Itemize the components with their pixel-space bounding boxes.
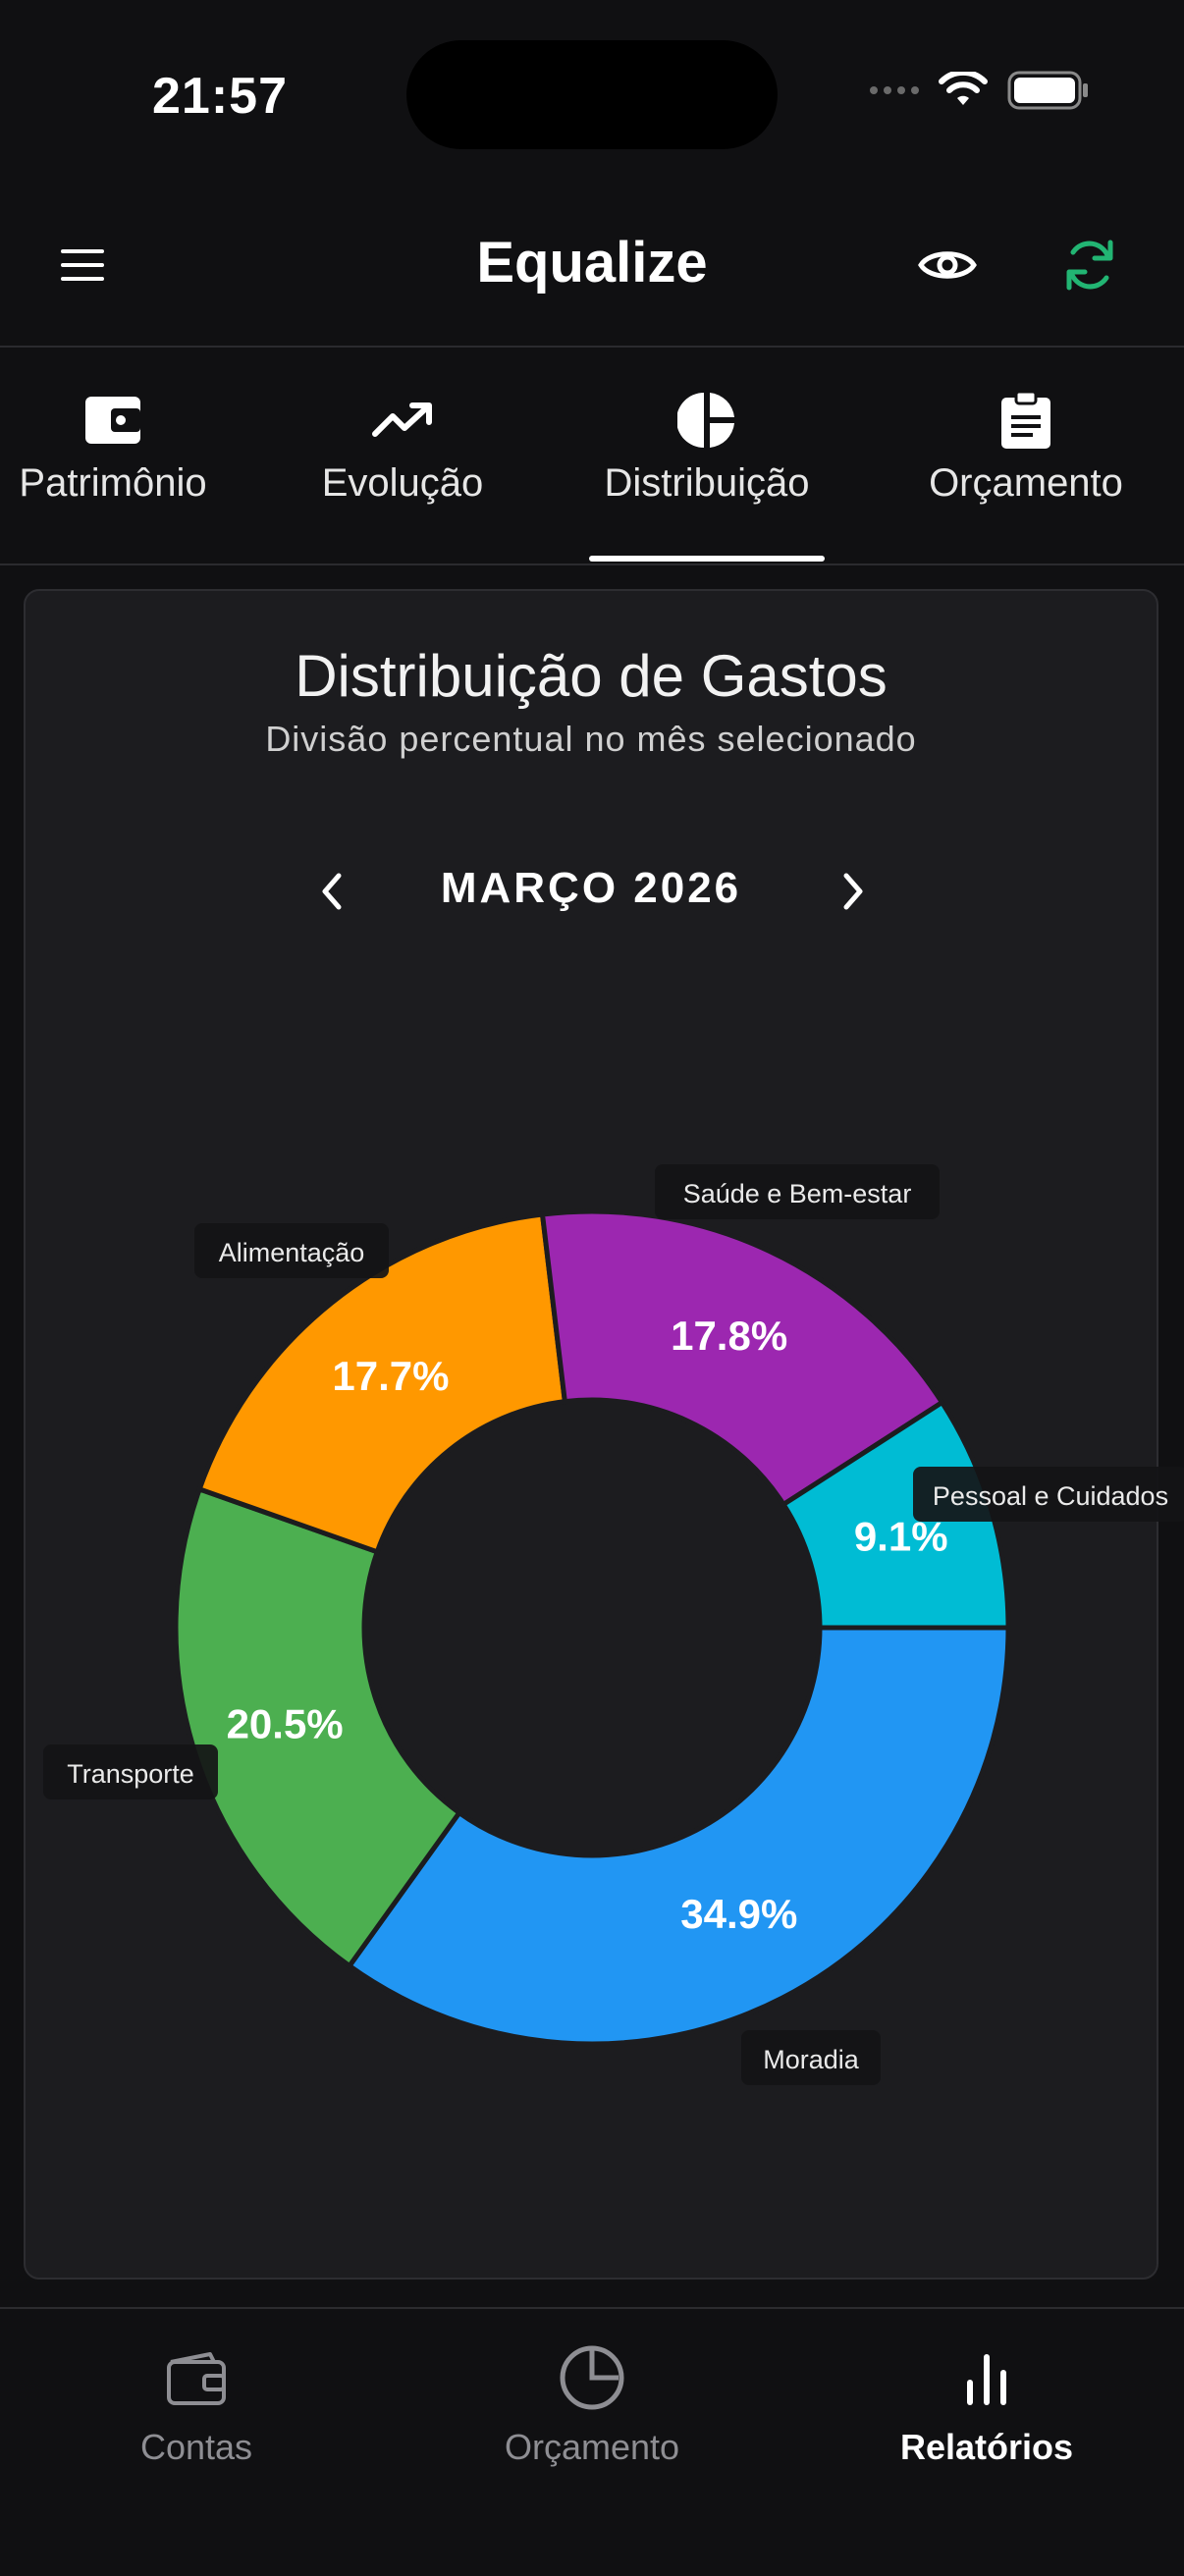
bottom-navigation: Contas Orçamento Relatórios <box>0 2307 1184 2576</box>
tab-label: Orçamento <box>929 461 1123 505</box>
next-month-button[interactable] <box>824 862 883 921</box>
tab-evolucao[interactable]: Evolução <box>295 387 511 554</box>
month-selector: MARÇO 2026 <box>26 856 1157 925</box>
tab-label: Evolução <box>321 461 484 505</box>
menu-icon <box>61 249 104 281</box>
month-label: MARÇO 2026 <box>440 864 742 912</box>
chevron-right-icon <box>843 873 863 910</box>
trending-up-icon <box>372 402 432 437</box>
card-subtitle: Divisão percentual no mês selecionado <box>265 719 917 759</box>
report-tabs: Patrimônio Evolução Distribuição <box>0 348 1184 565</box>
sync-icon <box>1066 240 1113 291</box>
wifi-icon <box>939 72 988 105</box>
sync-button[interactable] <box>1055 232 1124 298</box>
app-title: Equalize <box>476 231 708 295</box>
tab-label: Distribuição <box>604 461 810 505</box>
nav-label: Orçamento <box>504 2427 680 2467</box>
tab-patrimonio[interactable]: Patrimônio <box>0 387 226 554</box>
wallet-icon <box>85 397 140 444</box>
wallet-icon <box>167 2352 226 2405</box>
status-time: 21:57 <box>152 68 288 125</box>
tab-orcamento[interactable]: Orçamento <box>903 387 1149 554</box>
previous-month-button[interactable] <box>302 862 361 921</box>
battery-icon <box>1007 71 1088 110</box>
menu-button[interactable] <box>49 236 116 295</box>
distribution-card: Distribuição de Gastos Divisão percentua… <box>24 589 1158 2280</box>
nav-orcamento[interactable]: Orçamento <box>445 2338 739 2468</box>
pie-chart-icon <box>560 2345 624 2410</box>
nav-label: Relatórios <box>899 2427 1074 2467</box>
tab-label: Patrimônio <box>19 461 207 505</box>
tab-distribuicao[interactable]: Distribuição <box>574 387 839 554</box>
bar-chart-icon <box>967 2354 1006 2405</box>
pie-chart-icon <box>677 393 734 448</box>
card-title: Distribuição de Gastos <box>295 643 888 709</box>
nav-label: Contas <box>139 2427 253 2467</box>
selected-tab-indicator <box>589 556 825 562</box>
status-icons <box>870 71 1090 110</box>
nav-relatorios[interactable]: Relatórios <box>839 2338 1134 2468</box>
cellular-signal-icon <box>870 86 919 94</box>
app-bar: Equalize <box>0 187 1184 348</box>
status-bar: 21:57 <box>0 0 1184 187</box>
nav-contas[interactable]: Contas <box>49 2338 344 2468</box>
chevron-left-icon <box>322 873 342 910</box>
dynamic-island <box>406 40 778 149</box>
clipboard-icon <box>1001 390 1050 449</box>
toggle-visibility-button[interactable] <box>913 234 982 296</box>
eye-icon <box>918 251 977 279</box>
